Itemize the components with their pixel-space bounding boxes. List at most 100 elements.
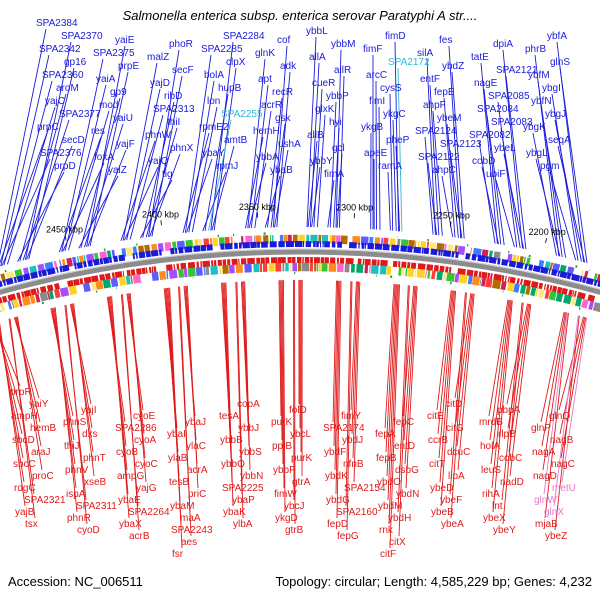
gene-leader-line-top — [426, 58, 436, 235]
gene-leader-line-bottom — [281, 280, 285, 489]
cog-ring-top — [389, 238, 396, 248]
gene-leader-line-top — [58, 136, 102, 253]
cog-ring-top — [457, 245, 466, 256]
cog-ring-top — [0, 273, 7, 283]
top-strand-genes — [477, 254, 486, 262]
bottom-strand-genes — [433, 265, 439, 272]
gene-leader-line-bottom — [491, 300, 512, 489]
gene-label-top: SPA2124 — [415, 126, 457, 137]
top-strand-genes — [145, 250, 151, 258]
gene-leader-line-bottom — [294, 279, 296, 525]
gene-leader-line-bottom — [558, 316, 584, 411]
gene-leader-line-top — [142, 101, 175, 238]
gene-leader-line-bottom — [65, 304, 88, 525]
gene-label-top: SPA2255 — [221, 109, 263, 120]
cog-ring-bottom — [530, 286, 537, 297]
gene-leader-line-top — [86, 45, 126, 247]
gene-label-bottom: SPA2154 — [344, 483, 386, 494]
gene-label-bottom: folD — [289, 405, 307, 416]
gene-label-top: ahpF — [423, 100, 446, 111]
gene-label-bottom: sbcD — [12, 435, 35, 446]
cog-ring-top — [106, 250, 112, 260]
cog-ring-top — [559, 264, 567, 275]
gene-label-bottom: fepD — [327, 519, 348, 530]
top-strand-genes — [102, 257, 110, 264]
gene-leader-line-top — [387, 171, 391, 231]
gene-label-bottom: SPA2243 — [171, 525, 213, 536]
gene-label-bottom: ampG — [117, 471, 144, 482]
gene-label-bottom: ccrB — [428, 435, 448, 446]
cog-ring-top — [85, 253, 95, 264]
gene-label-top: prpE — [118, 61, 139, 72]
gene-label-bottom: yaiY — [29, 399, 49, 410]
kbp-tick-label: 2350 kbp — [239, 202, 276, 212]
gene-leader-line-top — [149, 153, 181, 237]
bottom-strand-genes — [21, 291, 25, 298]
gene-label-bottom: lipA — [448, 471, 465, 482]
top-strand-genes — [193, 245, 201, 252]
gene-leader-line-bottom — [9, 318, 36, 519]
gene-leader-line-bottom — [543, 312, 568, 495]
gene-leader-line-bottom — [542, 312, 567, 471]
gene-leader-line-bottom — [50, 308, 74, 417]
gene-leader-line-top — [497, 101, 518, 248]
bottom-strand-genes — [73, 278, 80, 286]
gene-leader-line-top — [186, 158, 213, 233]
top-strand-genes — [532, 265, 541, 273]
gene-leader-line-top — [202, 171, 227, 232]
gene-leader-line-bottom — [73, 303, 95, 477]
gene-label-top: gp16 — [64, 57, 87, 68]
gene-label-top: clpX — [226, 57, 246, 68]
top-strand-genes — [540, 266, 549, 275]
gene-label-bottom: ybeA — [441, 519, 464, 530]
cog-ring-bottom — [151, 271, 159, 282]
gene-label-bottom: ybbF — [273, 465, 295, 476]
gene-leader-line-bottom — [489, 299, 510, 441]
gene-leader-line-top — [0, 54, 50, 267]
gene-leader-line-top — [129, 114, 164, 240]
bottom-strand-genes — [561, 287, 568, 295]
gene-leader-line-top — [184, 54, 212, 233]
gene-leader-line-bottom — [405, 286, 418, 489]
gene-label-bottom: maA — [180, 513, 201, 524]
gene-label-bottom: fepC — [393, 417, 414, 428]
top-strand-genes — [206, 244, 213, 251]
cog-ring-bottom — [571, 296, 577, 306]
map-title: Salmonella enterica subsp. enterica sero… — [123, 8, 478, 23]
gene-label-top: glnS — [550, 57, 570, 68]
gene-label-bottom: copA — [237, 399, 260, 410]
bottom-strand-genes — [380, 259, 388, 267]
gene-label-top: SPA2384 — [36, 18, 78, 29]
gene-label-bottom: phnV — [65, 465, 89, 476]
gene-label-bottom: ybdK — [325, 471, 348, 482]
top-strand-genes — [501, 258, 509, 266]
gene-leader-line-top — [495, 179, 515, 248]
cog-ring-top — [493, 251, 501, 261]
gene-label-top: ykgB — [361, 122, 384, 133]
gene-label-bottom: ybeF — [440, 495, 462, 506]
cog-ring-bottom — [132, 274, 142, 284]
gene-leader-line-top — [264, 175, 281, 228]
cog-ring-bottom — [48, 290, 55, 300]
bottom-strand-genes — [53, 282, 60, 290]
gene-label-top: acrR — [261, 100, 282, 111]
gene-leader-line-top — [188, 80, 215, 233]
gene-leader-line-bottom — [384, 283, 395, 429]
gene-leader-line-top — [378, 106, 381, 230]
gene-label-bottom: fepA — [375, 429, 396, 440]
bottom-strand-genes — [523, 279, 531, 287]
gene-label-top: SPA2377 — [59, 109, 101, 120]
gene-label-bottom: acrA — [187, 465, 208, 476]
gene-label-bottom: ybbS — [239, 447, 262, 458]
cog-ring-bottom — [178, 268, 185, 278]
top-strand-genes — [87, 260, 93, 267]
gene-label-bottom: ybaJ — [185, 417, 206, 428]
gene-leader-line-top — [148, 49, 180, 237]
gene-label-top: allR — [334, 65, 351, 76]
gene-label-bottom: hemB — [30, 423, 56, 434]
cog-ring-top — [511, 254, 517, 264]
gene-label-bottom: ylaB — [168, 453, 188, 464]
gene-leader-line-bottom — [488, 299, 509, 417]
gene-label-bottom: gtrB — [285, 525, 304, 536]
